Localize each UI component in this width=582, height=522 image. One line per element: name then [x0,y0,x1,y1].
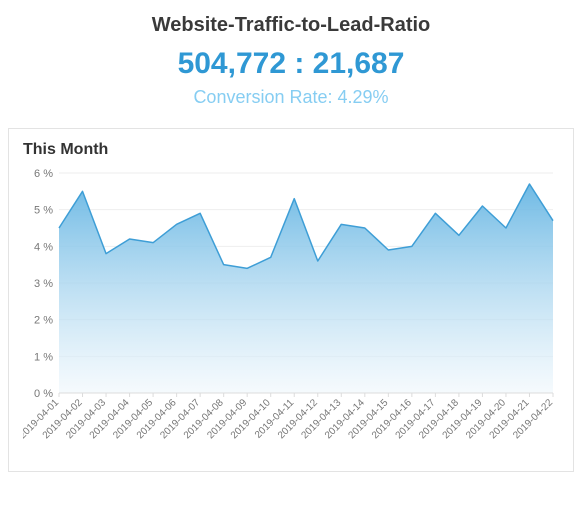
widget-root: Website-Traffic-to-Lead-Ratio 504,772 : … [0,0,582,522]
svg-text:5 %: 5 % [34,205,53,217]
svg-text:4 %: 4 % [34,241,53,253]
svg-text:2 %: 2 % [34,315,53,327]
svg-text:6 %: 6 % [34,168,53,180]
area-chart-svg: 0 %1 %2 %3 %4 %5 %6 %2019-04-012019-04-0… [23,165,559,465]
ratio-value: 504,772 : 21,687 [8,47,574,81]
conversion-chart: 0 %1 %2 %3 %4 %5 %6 %2019-04-012019-04-0… [23,165,559,465]
chart-card: This Month 0 %1 %2 %3 %4 %5 %6 %2019-04-… [8,128,574,472]
svg-text:3 %: 3 % [34,278,53,290]
svg-text:0 %: 0 % [34,388,53,400]
page-title: Website-Traffic-to-Lead-Ratio [8,14,574,37]
svg-text:1 %: 1 % [34,351,53,363]
conversion-rate: Conversion Rate: 4.29% [8,87,574,108]
card-title: This Month [23,141,559,159]
